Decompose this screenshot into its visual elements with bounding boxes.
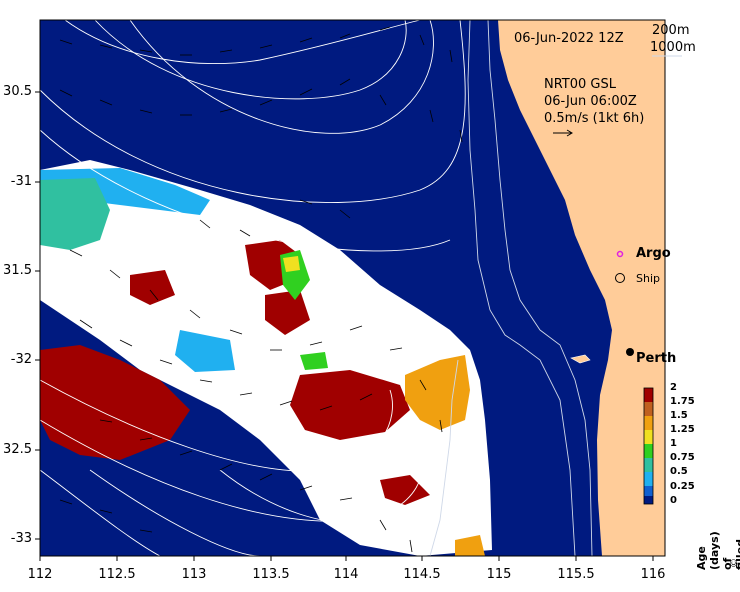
map-frame bbox=[39, 19, 666, 557]
current-time-label: 06-Jun 06:00Z bbox=[544, 94, 637, 109]
sst-patch-yellow bbox=[283, 256, 300, 272]
current-source-label: NRT00 GSL bbox=[544, 77, 616, 92]
colorbar-tick-label: 2 bbox=[670, 382, 677, 393]
sst-patch-red-5 bbox=[380, 475, 430, 505]
colorbar-tick-label: 1.5 bbox=[670, 410, 688, 421]
colorbar-tick-label: 0.25 bbox=[670, 481, 695, 492]
perth-marker-icon bbox=[626, 348, 634, 356]
x-tick-label: 113.5 bbox=[252, 567, 290, 582]
sst-patch-cyan-2 bbox=[175, 330, 235, 372]
x-tick-label: 112 bbox=[27, 567, 53, 582]
sst-patch-red-2 bbox=[290, 370, 410, 440]
y-tick-label: 30.5 bbox=[3, 84, 32, 99]
y-tick-label: -31 bbox=[10, 174, 32, 189]
sst-patch-red-6 bbox=[265, 290, 310, 335]
colorbar-tick-label: 1 bbox=[670, 438, 677, 449]
sst-patch-orange-2 bbox=[455, 535, 485, 556]
contour-legend-200m: 200m bbox=[652, 23, 690, 38]
bathymetry-contours bbox=[429, 19, 593, 557]
argo-label: Argo bbox=[636, 246, 671, 261]
colorbar bbox=[643, 387, 654, 505]
sst-patch-red-4 bbox=[130, 270, 175, 305]
colorbar-tick-label: 0.5 bbox=[670, 466, 688, 477]
land-area bbox=[498, 20, 665, 556]
sst-patch-green-2 bbox=[300, 352, 328, 370]
x-tick-label: 114 bbox=[333, 567, 359, 582]
colorbar-tick-label: 1.75 bbox=[670, 396, 695, 407]
x-tick-label: 115 bbox=[486, 567, 512, 582]
city-label-perth: Perth bbox=[636, 351, 677, 366]
x-tick-label: 112.5 bbox=[98, 567, 136, 582]
ship-marker-icon bbox=[615, 273, 625, 283]
x-tick-label: 113 bbox=[181, 567, 207, 582]
ssh-contours bbox=[39, 19, 466, 557]
current-vectors bbox=[59, 26, 463, 553]
contour-legend-1000m: 1000m bbox=[650, 40, 696, 55]
current-scale-arrow bbox=[553, 129, 573, 137]
no-data-region bbox=[40, 160, 492, 556]
y-tick-label: 31.5 bbox=[3, 263, 32, 278]
date-label: 06-Jun-2022 12Z bbox=[514, 31, 624, 46]
x-tick-label: 116 bbox=[640, 567, 666, 582]
credit-text: © IMOS 09-Jun-2022 15:14 Hobart bbox=[729, 558, 740, 568]
colorbar-tick-label: 0 bbox=[670, 495, 677, 506]
y-tick-label: 32.5 bbox=[3, 442, 32, 457]
colorbar-tick-label: 0.75 bbox=[670, 452, 695, 463]
ship-label: Ship bbox=[636, 272, 660, 285]
argo-marker-icon bbox=[616, 250, 624, 258]
x-tick-label: 114.5 bbox=[403, 567, 441, 582]
current-scale-label: 0.5m/s (1kt 6h) bbox=[544, 111, 645, 126]
sst-patch-red-1 bbox=[40, 345, 190, 460]
axis-ticks bbox=[35, 91, 654, 561]
sst-patch-orange bbox=[405, 355, 470, 430]
x-tick-label: 115.5 bbox=[557, 567, 595, 582]
y-tick-label: -32 bbox=[10, 352, 32, 367]
colorbar-tick-label: 1.25 bbox=[670, 424, 695, 435]
y-tick-label: -33 bbox=[10, 531, 32, 546]
sst-patch-teal bbox=[40, 178, 110, 250]
island bbox=[570, 354, 591, 364]
